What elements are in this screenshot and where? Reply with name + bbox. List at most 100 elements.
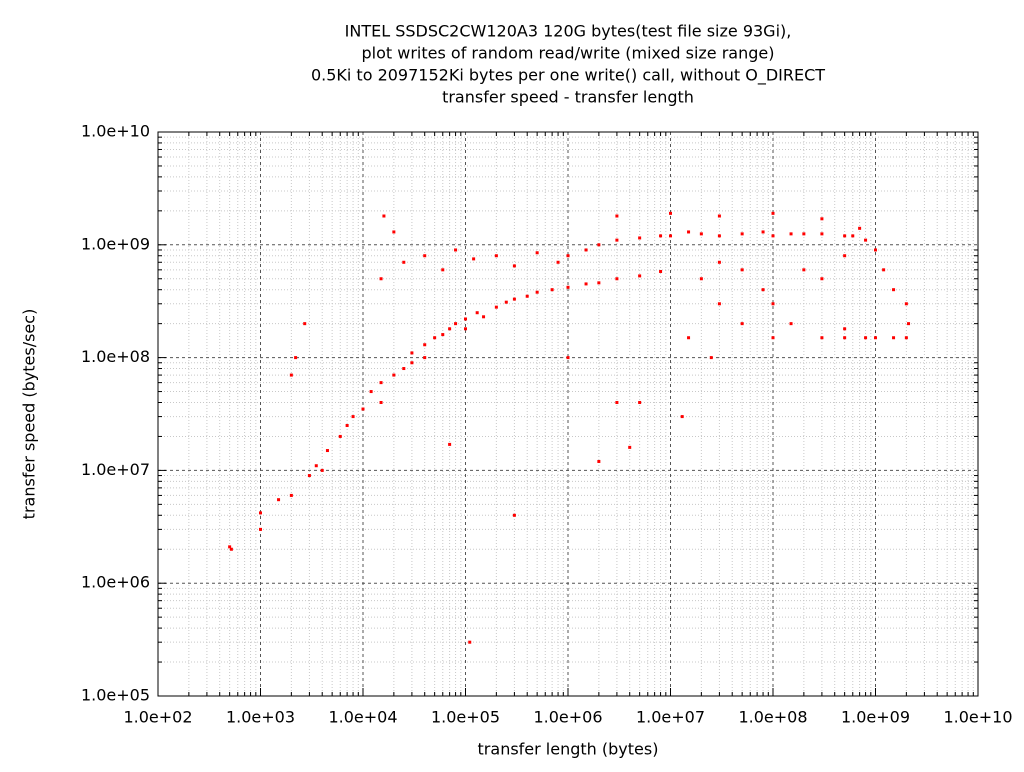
point [687, 230, 691, 234]
x-tick-label: 1.0e+05 [431, 708, 500, 727]
point [597, 243, 601, 247]
point [904, 302, 908, 306]
point [494, 254, 498, 258]
point [802, 268, 806, 272]
y-tick-label: 1.0e+06 [81, 573, 150, 592]
point [402, 367, 406, 371]
point [864, 238, 868, 242]
point [369, 390, 373, 394]
point [638, 274, 642, 278]
point [851, 234, 855, 238]
point [410, 361, 414, 365]
point [802, 232, 806, 236]
point [820, 217, 824, 221]
point [789, 232, 793, 236]
point [423, 254, 427, 258]
point [638, 400, 642, 404]
point [338, 434, 342, 438]
point [892, 288, 896, 292]
point [882, 268, 886, 272]
x-tick-label: 1.0e+04 [328, 708, 397, 727]
point [789, 322, 793, 326]
point [904, 336, 908, 340]
point [472, 257, 476, 261]
x-tick-label: 1.0e+07 [636, 708, 705, 727]
point [351, 415, 355, 419]
point [659, 269, 663, 273]
point [382, 214, 386, 218]
plot-frame [157, 131, 979, 697]
point [289, 373, 293, 377]
point [468, 640, 472, 644]
point [535, 251, 539, 255]
point [423, 343, 427, 347]
point [512, 297, 516, 301]
point [699, 232, 703, 236]
point [464, 327, 467, 331]
point [699, 277, 703, 281]
chart-title: 0.5Ki to 2097152Ki bytes per one write()… [311, 66, 825, 86]
point [892, 336, 896, 340]
point [771, 211, 775, 215]
point [820, 336, 824, 340]
point [525, 294, 529, 298]
point [638, 236, 642, 240]
y-tick-label: 1.0e+09 [81, 234, 150, 253]
point [566, 285, 570, 289]
point [874, 248, 877, 252]
point [597, 459, 601, 463]
point [717, 302, 721, 306]
point [454, 248, 458, 252]
chart-title: transfer speed - transfer length [442, 88, 694, 107]
y-tick-label: 1.0e+08 [81, 347, 150, 366]
point [410, 351, 414, 355]
point [402, 260, 406, 264]
point [628, 445, 632, 449]
x-tick-label: 1.0e+02 [123, 708, 192, 727]
point [259, 527, 262, 531]
point [709, 356, 713, 360]
point [550, 288, 554, 292]
point [475, 311, 479, 315]
point [512, 264, 516, 268]
x-tick-label: 1.0e+10 [943, 708, 1012, 727]
point [717, 234, 721, 238]
point [259, 511, 262, 515]
chart-title: plot writes of random read/write (mixed … [362, 44, 775, 63]
point [597, 281, 601, 285]
point [556, 260, 560, 264]
point [512, 513, 516, 517]
point [615, 400, 619, 404]
point [454, 322, 458, 326]
point [820, 232, 824, 236]
point [494, 305, 498, 309]
point [464, 317, 467, 321]
point [680, 415, 684, 419]
point [423, 356, 427, 360]
point [277, 498, 281, 502]
x-tick-label: 1.0e+08 [738, 708, 807, 727]
point [392, 373, 396, 377]
point [717, 260, 721, 264]
point [294, 356, 298, 360]
point [303, 322, 307, 326]
point [441, 268, 445, 272]
point [314, 464, 318, 468]
point [669, 234, 672, 238]
x-tick-label: 1.0e+03 [226, 708, 295, 727]
point [566, 356, 570, 360]
x-tick-label: 1.0e+06 [533, 708, 602, 727]
point [771, 336, 775, 340]
point [740, 268, 744, 272]
x-tick-label: 1.0e+09 [841, 708, 910, 727]
point [761, 230, 765, 234]
y-axis-label: transfer speed (bytes/sec) [20, 309, 39, 520]
point [584, 248, 588, 252]
point [820, 277, 824, 281]
point [361, 407, 365, 411]
y-tick-label: 1.0e+05 [81, 686, 150, 705]
point [659, 234, 663, 238]
point [843, 336, 847, 340]
